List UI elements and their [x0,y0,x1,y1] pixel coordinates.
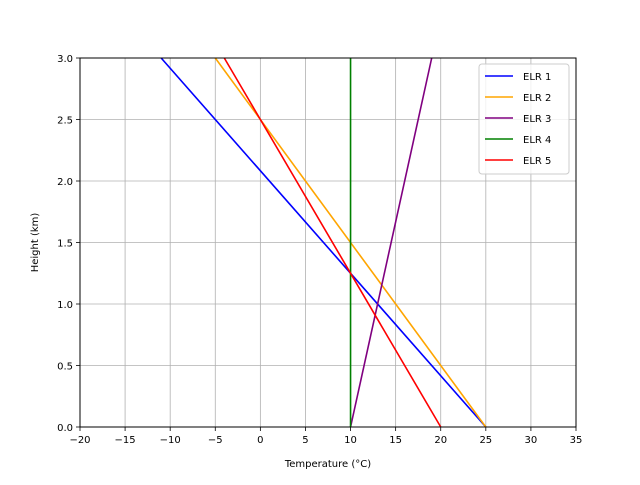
tick-layer: −20 −15 −10 −5 0 5 10 15 20 25 30 35 0.0 0.5 1.0 1.5 2.0… [57,54,582,446]
x-tick-label: 35 [570,435,583,446]
x-tick-label: −20 [69,435,90,446]
y-tick-label: 0.5 [57,362,73,373]
x-tick-label: 10 [344,435,357,446]
legend-label: ELR 4 [523,135,551,146]
y-tick-label: 1.0 [57,300,73,311]
legend-box [478,63,570,175]
x-tick-label: 30 [525,435,538,446]
legend: ELR 1 ELR 2 ELR 3 ELR 4 ELR 5 [478,63,570,175]
x-tick-label: 5 [302,435,308,446]
series-line-elr-1 [160,57,487,428]
y-tick-label: 1.5 [57,239,73,250]
x-tick-label: 25 [479,435,492,446]
y-tick-label: 2.0 [57,177,73,188]
series-line-elr-3 [349,57,433,428]
y-axis-title: Height (km) [30,213,41,273]
x-tick-label: −10 [160,435,181,446]
y-tick-label: 0.0 [57,423,73,434]
x-tick-label: 15 [389,435,402,446]
y-tick-label: 2.5 [57,116,73,127]
legend-label: ELR 5 [523,156,551,167]
y-tick-label: 3.0 [57,54,73,65]
legend-label: ELR 1 [523,72,551,83]
x-tick-label: −15 [115,435,136,446]
x-tick-label: −5 [208,435,223,446]
x-tick-label: 0 [257,435,263,446]
series-line-elr-5 [223,57,442,428]
x-axis-title: Temperature (°C) [284,459,371,470]
legend-label: ELR 2 [523,93,551,104]
legend-label: ELR 3 [523,114,551,125]
series-layer [160,57,487,428]
x-tick-label: 20 [434,435,447,446]
